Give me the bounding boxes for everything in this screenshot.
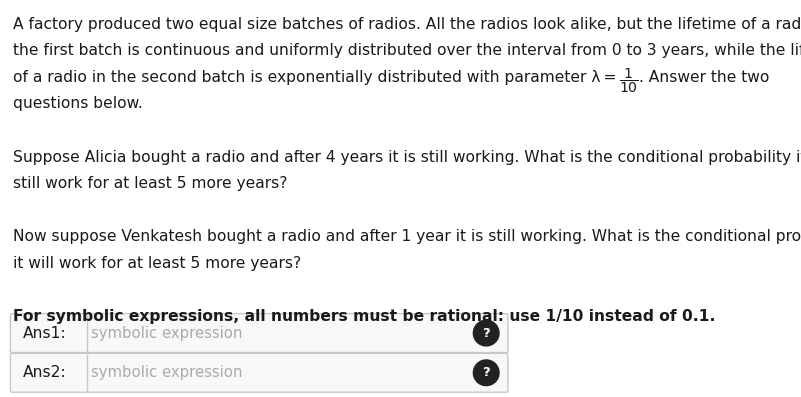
Text: still work for at least 5 more years?: still work for at least 5 more years? (13, 176, 288, 191)
Text: A factory produced two equal size batches of radios. All the radios look alike, : A factory produced two equal size batche… (13, 17, 801, 32)
Text: symbolic expression: symbolic expression (91, 365, 243, 380)
Text: symbolic expression: symbolic expression (91, 326, 243, 341)
Text: . Answer the two: . Answer the two (639, 70, 770, 85)
Text: questions below.: questions below. (13, 96, 143, 112)
Text: it will work for at least 5 more years?: it will work for at least 5 more years? (13, 256, 301, 271)
Text: Suppose Alicia bought a radio and after 4 years it is still working. What is the: Suppose Alicia bought a radio and after … (13, 150, 801, 165)
Text: $\dfrac{1}{10}$: $\dfrac{1}{10}$ (619, 67, 639, 95)
Text: the first batch is continuous and uniformly distributed over the interval from 0: the first batch is continuous and unifor… (13, 43, 801, 58)
Text: Now suppose Venkatesh bought a radio and after 1 year it is still working. What : Now suppose Venkatesh bought a radio and… (13, 229, 801, 245)
Text: of a radio in the second batch is exponentially distributed with parameter λ =: of a radio in the second batch is expone… (13, 70, 619, 85)
Text: Ans2:: Ans2: (22, 365, 66, 380)
Text: Ans1:: Ans1: (22, 326, 66, 341)
Text: For symbolic expressions, all numbers must be rational: use 1/10 instead of 0.1.: For symbolic expressions, all numbers mu… (13, 309, 715, 324)
Text: ?: ? (482, 327, 490, 339)
Text: ?: ? (482, 366, 490, 379)
